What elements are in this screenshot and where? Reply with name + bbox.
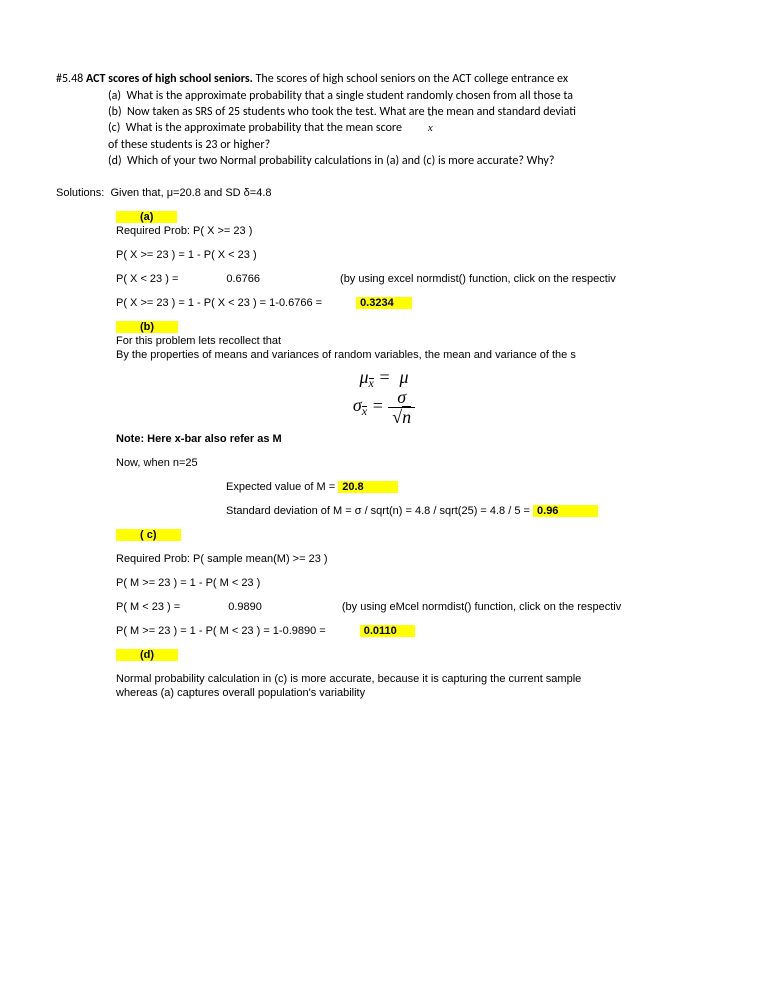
formula-mean: x = [56, 367, 712, 388]
document-page: #5.48 ACT scores of high school seniors.… [0, 0, 712, 739]
section-d: (d) Normal probability calculation in (c… [116, 649, 712, 699]
b-now: Now, when n=25 [116, 457, 712, 469]
section-c: ( c) Required Prob: P( sample mean(M) >=… [116, 529, 712, 637]
answer-b-sd: 0.96 [533, 505, 598, 517]
part-c-cont: of these students is 23 or higher? [108, 137, 712, 153]
problem-number: #5.48 [56, 72, 83, 86]
b-line1: For this problem lets recollect that [116, 335, 712, 347]
section-b: (b) For this problem lets recollect that… [116, 321, 712, 517]
part-d-text: (d) Which of your two Normal probability… [108, 153, 712, 169]
section-a: (a) Required Prob: P( X >= 23 ) P( X >= … [116, 211, 712, 309]
given-line: Solutions: Given that, μ=20.8 and SD δ=4… [56, 187, 712, 199]
b-ev: Expected value of M = 20.8 [226, 481, 712, 493]
solutions-body: (a) Required Prob: P( X >= 23 ) P( X >= … [116, 211, 712, 699]
b-line2: By the properties of means and variances… [116, 349, 712, 361]
answer-a: 0.3234 [356, 297, 412, 309]
part-b-text: (b) Now taken as SRS of 25 students who … [108, 104, 712, 120]
d-line2: whereas (a) captures overall population'… [116, 687, 712, 699]
b-note: Note: Here x-bar also refer as M [116, 433, 712, 445]
part-c-text: (c) What is the approximate probability … [108, 120, 712, 136]
problem-header: #5.48 ACT scores of high school seniors.… [56, 72, 712, 86]
c-line2: P( M >= 23 ) = 1 - P( M < 23 ) [116, 577, 712, 589]
label-c: ( c) [116, 529, 181, 541]
c-line4: P( M >= 23 ) = 1 - P( M < 23 ) = 1-0.989… [116, 625, 712, 637]
answer-c: 0.0110 [360, 625, 415, 637]
a-line1: Required Prob: P( X >= 23 ) [116, 225, 712, 237]
b-sd: Standard deviation of M = σ / sqrt(n) = … [226, 505, 712, 517]
solutions-block: Solutions: Given that, μ=20.8 and SD δ=4… [56, 187, 712, 699]
problem-title: ACT scores of high school seniors. [86, 72, 253, 86]
xbar-icon: x [428, 121, 433, 136]
a-line2: P( X >= 23 ) = 1 - P( X < 23 ) [116, 249, 712, 261]
c-line3: P( M < 23 ) =0.9890(by using eMcel normd… [116, 601, 712, 613]
d-line1: Normal probability calculation in (c) is… [116, 673, 712, 685]
label-a: (a) [116, 211, 177, 223]
c-line1: Required Prob: P( sample mean(M) >= 23 ) [116, 553, 712, 565]
label-d: (d) [116, 649, 178, 661]
formula-image: x = x = √n [56, 367, 712, 427]
problem-subparts: (a) What is the approximate probability … [108, 88, 712, 169]
a-line3: P( X < 23 ) =0.6766(by using excel normd… [116, 273, 712, 285]
problem-intro: The scores of high school seniors on the… [256, 72, 568, 86]
label-b: (b) [116, 321, 178, 333]
a-line4: P( X >= 23 ) = 1 - P( X < 23 ) = 1-0.676… [116, 297, 712, 309]
part-a-text: (a) What is the approximate probability … [108, 88, 712, 104]
formula-sd: x = √n [56, 388, 712, 427]
answer-b-mean: 20.8 [338, 481, 397, 493]
